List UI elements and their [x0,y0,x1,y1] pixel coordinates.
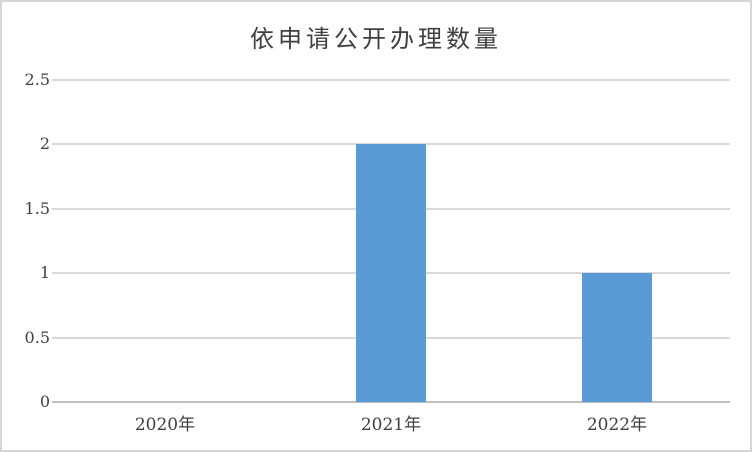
y-axis-tick-label: 2.5 [24,70,50,89]
y-axis-tick-label: 1.5 [24,198,50,218]
chart-title: 依申请公开办理数量 [250,25,502,53]
y-axis-tick-label: 0 [39,392,50,411]
x-axis-tick-label: 2020年 [134,415,196,435]
plot-area [52,79,730,403]
x-axis-tick-label: 2022年 [586,415,648,435]
x-axis-tick-label: 2021年 [360,415,422,435]
y-axis-tick-label: 0.5 [24,327,50,347]
bar-2022 [582,273,652,402]
y-axis-tick-label: 2 [39,134,50,154]
gridline [52,79,730,81]
bar-2021 [356,144,426,402]
x-axis-baseline [52,401,730,403]
y-axis-tick-label: 1 [39,263,50,283]
